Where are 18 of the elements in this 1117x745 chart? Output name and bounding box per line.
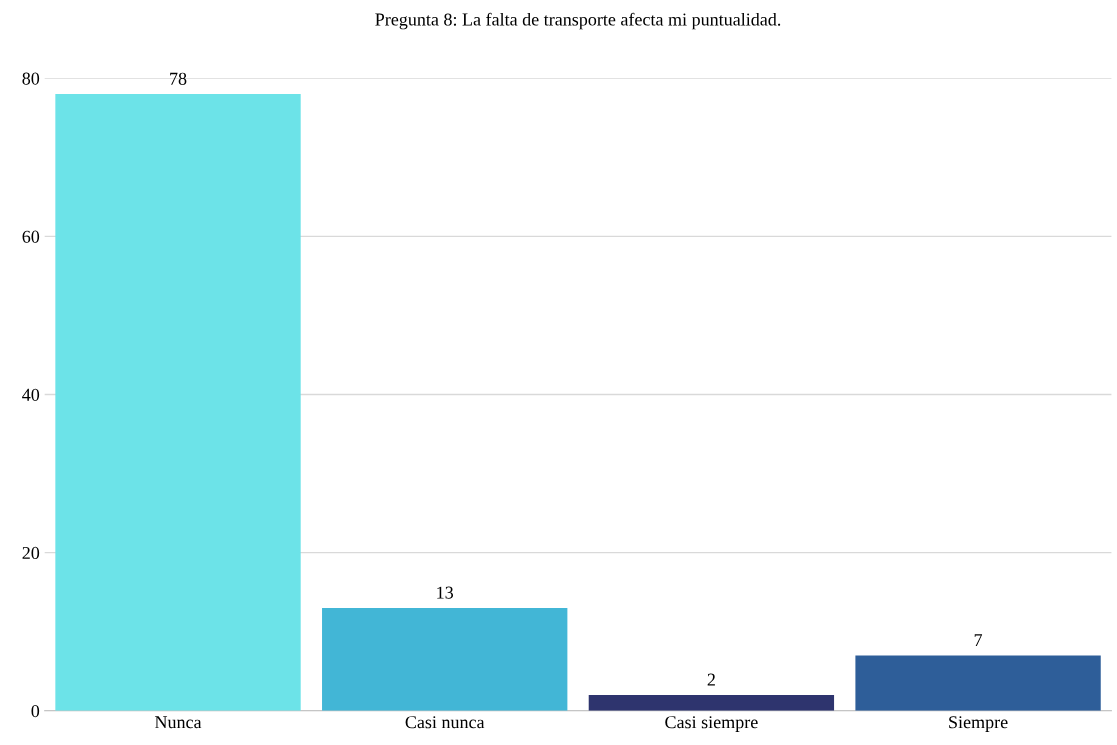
bar [855,655,1101,711]
bar [55,94,301,711]
y-tick-label: 80 [22,72,40,85]
data-label: 7 [974,634,983,646]
data-label: 13 [437,586,454,599]
bar [588,694,835,711]
y-tick-label: 0 [31,704,40,718]
y-tick-label: 20 [22,546,40,560]
chart-title: Pregunta 8: La falta de transporte afecta mi puntualidad. [375,12,781,30]
x-tick-label: Casi nunca [405,716,485,729]
x-tick-label: Casi siempre [665,716,758,732]
data-label: 2 [707,673,715,686]
y-tick-label: 60 [22,230,40,243]
bar [322,607,568,711]
y-tick-label: 40 [22,388,40,401]
x-tick-label: Nunca [154,716,202,729]
x-tick-label: Siempre [949,716,1008,732]
data-label: 78 [170,72,187,85]
